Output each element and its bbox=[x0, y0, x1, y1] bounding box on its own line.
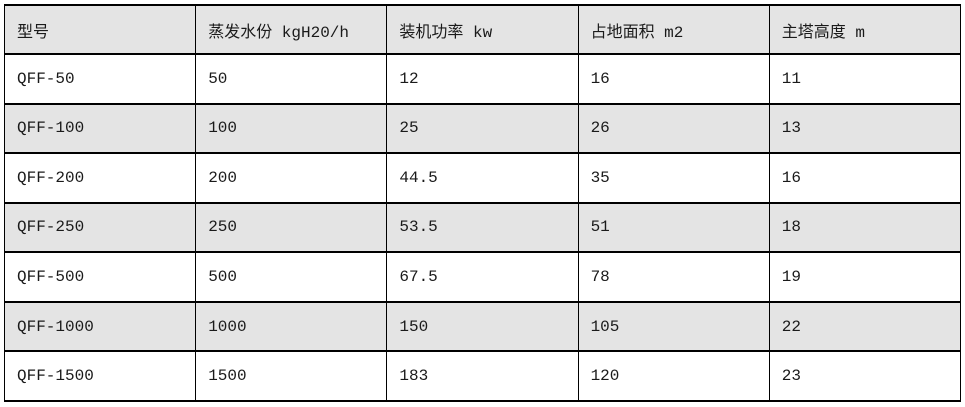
value-cell: 19 bbox=[768, 251, 962, 303]
column-header-4: 主塔高度 m bbox=[768, 4, 962, 55]
model-cell: QFF-200 bbox=[3, 152, 197, 204]
value-cell: 44.5 bbox=[386, 152, 579, 204]
value-cell: 13 bbox=[768, 102, 962, 155]
value-cell: 23 bbox=[768, 350, 962, 402]
column-header-0: 型号 bbox=[3, 4, 197, 55]
value-cell: 25 bbox=[386, 102, 579, 155]
value-cell: 105 bbox=[577, 300, 770, 353]
value-cell: 50 bbox=[195, 53, 388, 105]
value-cell: 11 bbox=[768, 53, 962, 105]
value-cell: 51 bbox=[577, 201, 770, 254]
value-cell: 100 bbox=[195, 102, 388, 155]
value-cell: 12 bbox=[386, 53, 579, 105]
value-cell: 18 bbox=[768, 201, 962, 254]
table-row: QFF-200 200 44.5 35 16 bbox=[3, 152, 962, 204]
model-cell: QFF-1000 bbox=[3, 300, 197, 353]
model-cell: QFF-100 bbox=[3, 102, 197, 155]
value-cell: 500 bbox=[195, 251, 388, 303]
column-header-1: 蒸发水份 kgH20/h bbox=[195, 4, 388, 55]
value-cell: 16 bbox=[768, 152, 962, 204]
value-cell: 200 bbox=[195, 152, 388, 204]
value-cell: 22 bbox=[768, 300, 962, 353]
table-row: QFF-50 50 12 16 11 bbox=[3, 53, 962, 105]
column-header-3: 占地面积 m2 bbox=[577, 4, 770, 55]
value-cell: 120 bbox=[577, 350, 770, 402]
value-cell: 16 bbox=[577, 53, 770, 105]
table-row: QFF-100 100 25 26 13 bbox=[3, 102, 962, 155]
table-row: QFF-1000 1000 150 105 22 bbox=[3, 300, 962, 353]
value-cell: 1000 bbox=[195, 300, 388, 353]
value-cell: 78 bbox=[577, 251, 770, 303]
value-cell: 67.5 bbox=[386, 251, 579, 303]
value-cell: 183 bbox=[386, 350, 579, 402]
column-header-2: 装机功率 kw bbox=[386, 4, 579, 55]
value-cell: 53.5 bbox=[386, 201, 579, 254]
table-header: 型号 蒸发水份 kgH20/h 装机功率 kw 占地面积 m2 主塔高度 m bbox=[3, 4, 962, 55]
value-cell: 1500 bbox=[195, 350, 388, 402]
table-row: QFF-1500 1500 183 120 23 bbox=[3, 350, 962, 402]
value-cell: 26 bbox=[577, 102, 770, 155]
model-cell: QFF-500 bbox=[3, 251, 197, 303]
model-cell: QFF-1500 bbox=[3, 350, 197, 402]
value-cell: 250 bbox=[195, 201, 388, 254]
table-row: QFF-500 500 67.5 78 19 bbox=[3, 251, 962, 303]
header-row: 型号 蒸发水份 kgH20/h 装机功率 kw 占地面积 m2 主塔高度 m bbox=[3, 4, 962, 55]
value-cell: 35 bbox=[577, 152, 770, 204]
product-spec-table: 型号 蒸发水份 kgH20/h 装机功率 kw 占地面积 m2 主塔高度 m QFF-5… bbox=[3, 4, 962, 402]
value-cell: 150 bbox=[386, 300, 579, 353]
model-cell: QFF-250 bbox=[3, 201, 197, 254]
table-row: QFF-250 250 53.5 51 18 bbox=[3, 201, 962, 254]
model-cell: QFF-50 bbox=[3, 53, 197, 105]
table-body: QFF-50 50 12 16 11 QFF-100 100 25 26 13 QFF-200 200… bbox=[3, 53, 962, 402]
